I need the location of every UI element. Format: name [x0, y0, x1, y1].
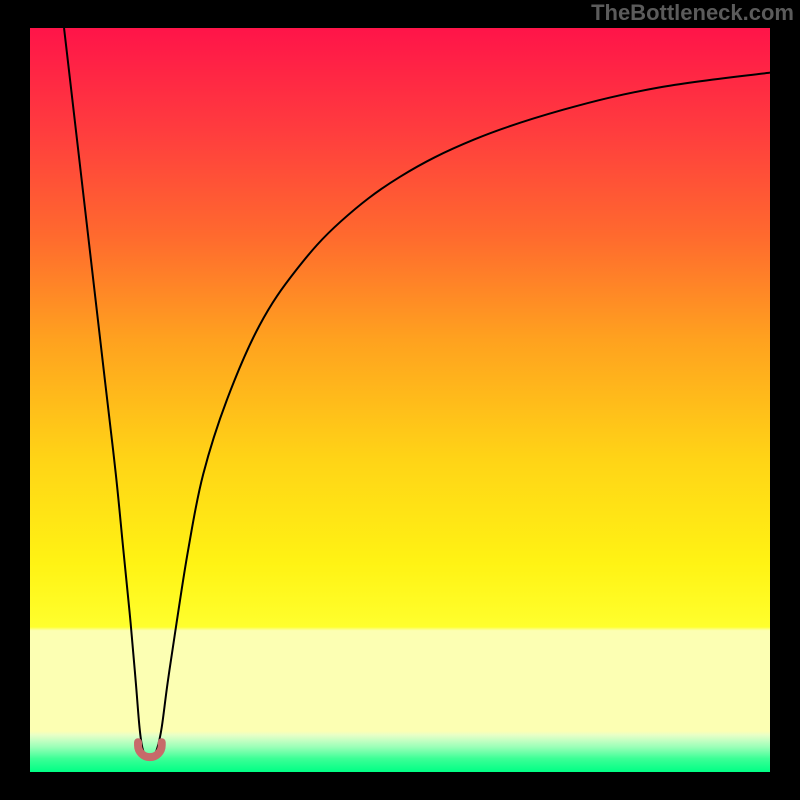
minimum-u-marker — [138, 742, 162, 757]
curve-svg — [30, 28, 770, 772]
watermark-text: TheBottleneck.com — [591, 0, 794, 26]
bottleneck-curve — [64, 28, 770, 758]
chart-container: TheBottleneck.com — [0, 0, 800, 800]
plot-area — [30, 28, 770, 772]
